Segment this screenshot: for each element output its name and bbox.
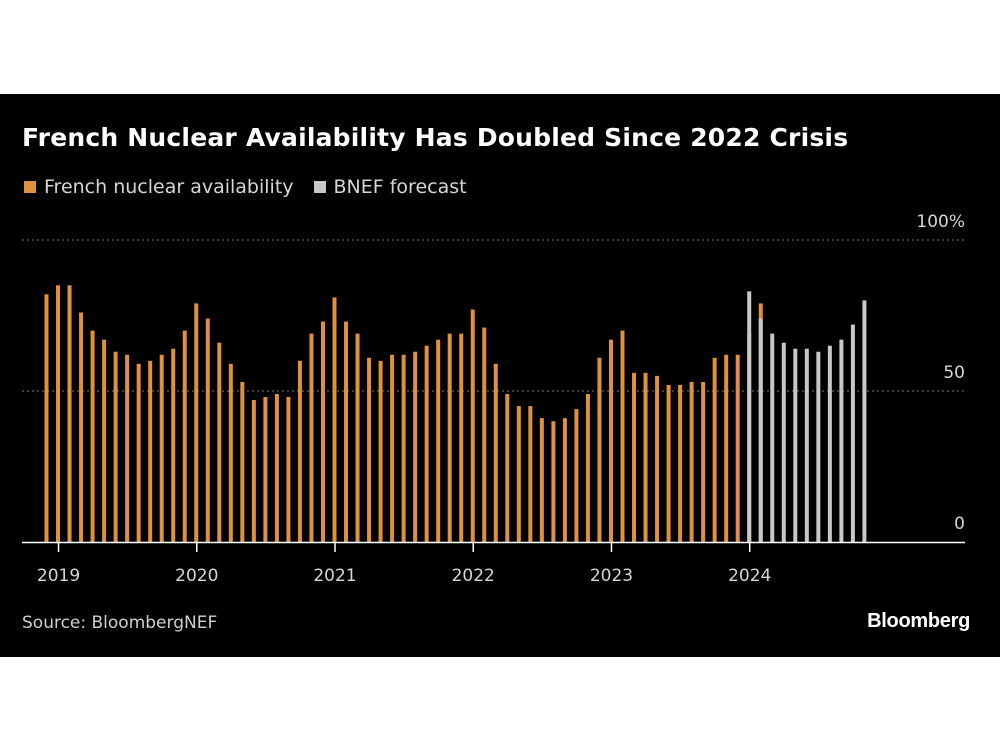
bar-availability-39 — [493, 363, 498, 542]
bar-availability-19 — [263, 397, 268, 542]
bar-forecast-6 — [816, 351, 821, 542]
bar-availability-3 — [79, 312, 84, 542]
bar-availability-43 — [539, 418, 544, 542]
legend: French nuclear availability BNEF forecas… — [24, 176, 487, 198]
bar-chart: 2019 2020 2021 2022 2023 2024 100% 50 0 — [22, 212, 965, 586]
bar-availability-24 — [320, 321, 325, 542]
bar-availability-38 — [482, 327, 487, 542]
bar-availability-16 — [228, 363, 233, 542]
bar-forecast-5 — [804, 348, 809, 542]
bar-availability-45 — [562, 418, 567, 542]
bar-availability-57 — [701, 381, 706, 542]
bar-availability-53 — [655, 375, 660, 542]
bar-availability-21 — [286, 397, 291, 542]
bar-forecast-3 — [781, 342, 786, 542]
bar-availability-25 — [332, 297, 337, 542]
bar-availability-41 — [516, 406, 521, 542]
x-tick-label-2021: 2021 — [313, 566, 356, 586]
bar-availability-54 — [666, 384, 671, 542]
bar-forecast-10 — [862, 300, 867, 542]
bar-availability-18 — [251, 400, 256, 542]
bar-availability-0 — [44, 294, 49, 542]
bar-forecast-4 — [793, 348, 798, 542]
bar-availability-6 — [113, 351, 118, 542]
bar-availability-50 — [620, 330, 625, 542]
bloomberg-logo: Bloomberg — [867, 610, 970, 632]
bar-availability-23 — [309, 333, 314, 542]
x-tick-label-2022: 2022 — [452, 566, 495, 586]
bar-availability-1 — [56, 285, 61, 542]
legend-swatch-availability — [24, 181, 36, 193]
bar-availability-17 — [240, 381, 245, 542]
legend-item-availability: French nuclear availability — [24, 176, 294, 198]
bar-forecast-0 — [747, 291, 752, 542]
bar-availability-11 — [171, 348, 176, 542]
chart-title: French Nuclear Availability Has Doubled … — [22, 123, 849, 152]
legend-swatch-forecast — [313, 181, 326, 193]
y-tick-label-50: 50 — [943, 363, 965, 383]
bar-availability-20 — [274, 394, 279, 542]
bar-availability-29 — [378, 360, 383, 542]
bar-availability-14 — [205, 318, 210, 542]
bar-availability-42 — [528, 406, 533, 542]
bar-availability-46 — [574, 409, 579, 542]
bar-availability-8 — [136, 363, 141, 542]
bar-availability-2 — [67, 285, 72, 542]
legend-item-forecast: BNEF forecast — [313, 176, 467, 198]
bar-availability-40 — [505, 394, 510, 542]
bar-availability-60 — [735, 354, 740, 542]
bar-forecast-8 — [839, 339, 844, 542]
x-ticks: 2019 2020 2021 2022 2023 2024 — [37, 543, 771, 586]
bar-availability-48 — [597, 357, 602, 542]
bar-availability-28 — [367, 357, 372, 542]
x-tick-label-2020: 2020 — [175, 566, 218, 586]
bar-availability-10 — [159, 354, 164, 542]
bar-forecast-2 — [770, 333, 775, 542]
bar-availability-30 — [390, 354, 395, 542]
x-tick-label-2024: 2024 — [728, 566, 771, 586]
legend-label-forecast: BNEF forecast — [333, 176, 467, 198]
bar-availability-37 — [470, 309, 475, 542]
bar-availability-26 — [344, 321, 349, 542]
x-tick-label-2019: 2019 — [37, 566, 80, 586]
bar-forecast-1 — [758, 318, 763, 542]
bar-availability-33 — [424, 345, 429, 542]
bar-availability-31 — [401, 354, 406, 542]
bar-forecast-7 — [827, 345, 832, 542]
bar-availability-52 — [643, 372, 648, 542]
bar-availability-44 — [551, 421, 556, 542]
bar-forecast-9 — [850, 324, 855, 542]
bar-availability-13 — [194, 303, 199, 542]
bar-availability-34 — [436, 339, 441, 542]
bar-availability-55 — [678, 384, 683, 542]
bar-availability-51 — [632, 372, 637, 542]
bar-availability-49 — [608, 339, 613, 542]
bar-availability-32 — [413, 351, 418, 542]
bars — [44, 285, 867, 542]
bar-availability-5 — [102, 339, 107, 542]
bar-availability-47 — [585, 394, 590, 542]
bar-availability-36 — [459, 333, 464, 542]
bar-availability-15 — [217, 342, 222, 542]
bar-availability-35 — [447, 333, 452, 542]
x-tick-label-2023: 2023 — [590, 566, 633, 586]
source-note: Source: BloombergNEF — [22, 613, 218, 633]
bar-availability-4 — [90, 330, 95, 542]
y-tick-label-100: 100% — [916, 212, 965, 232]
y-tick-label-0: 0 — [954, 514, 965, 534]
y-tick-labels: 100% 50 0 — [916, 212, 965, 534]
bar-availability-12 — [182, 330, 187, 542]
bar-availability-59 — [724, 354, 729, 542]
bar-availability-27 — [355, 333, 360, 542]
legend-label-availability: French nuclear availability — [44, 176, 294, 198]
chart-panel: French Nuclear Availability Has Doubled … — [0, 94, 1000, 657]
bar-availability-22 — [297, 360, 302, 542]
bar-availability-9 — [148, 360, 153, 542]
bar-availability-56 — [689, 381, 694, 542]
bar-availability-7 — [125, 354, 130, 542]
bar-availability-58 — [712, 357, 717, 542]
